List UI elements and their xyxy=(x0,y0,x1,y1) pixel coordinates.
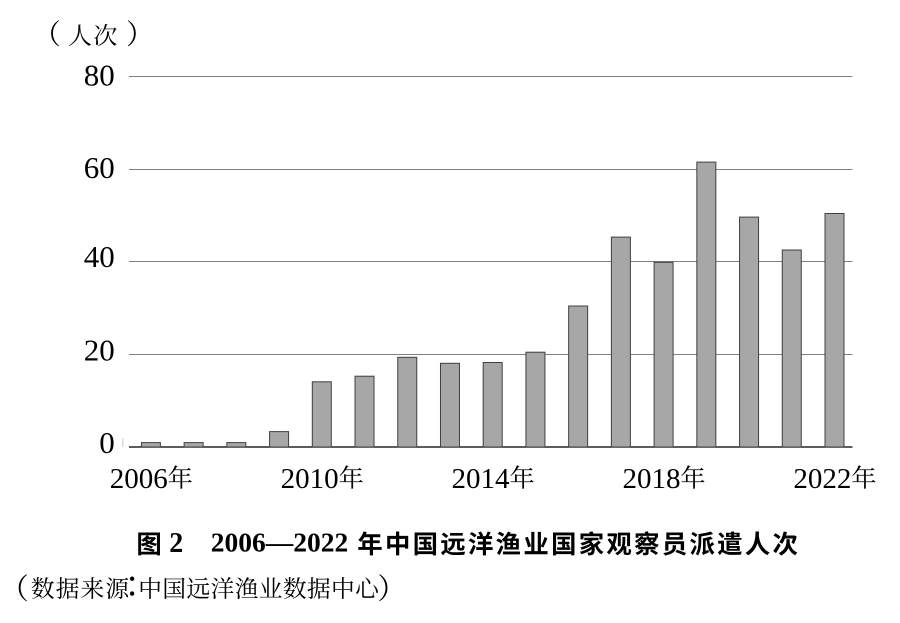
svg-text:2006: 2006 xyxy=(110,463,168,495)
svg-text:2022: 2022 xyxy=(793,463,851,495)
svg-text:0: 0 xyxy=(99,425,115,460)
svg-text:60: 60 xyxy=(84,150,115,185)
svg-text:20: 20 xyxy=(84,333,115,368)
svg-text:2: 2 xyxy=(169,528,183,559)
svg-text:2014: 2014 xyxy=(452,463,511,495)
svg-text:40: 40 xyxy=(84,239,115,274)
svg-text:2006—2022: 2006—2022 xyxy=(211,526,349,557)
svg-text:2018: 2018 xyxy=(622,463,680,495)
svg-text:2010: 2010 xyxy=(281,463,339,495)
svg-text:80: 80 xyxy=(84,58,115,93)
